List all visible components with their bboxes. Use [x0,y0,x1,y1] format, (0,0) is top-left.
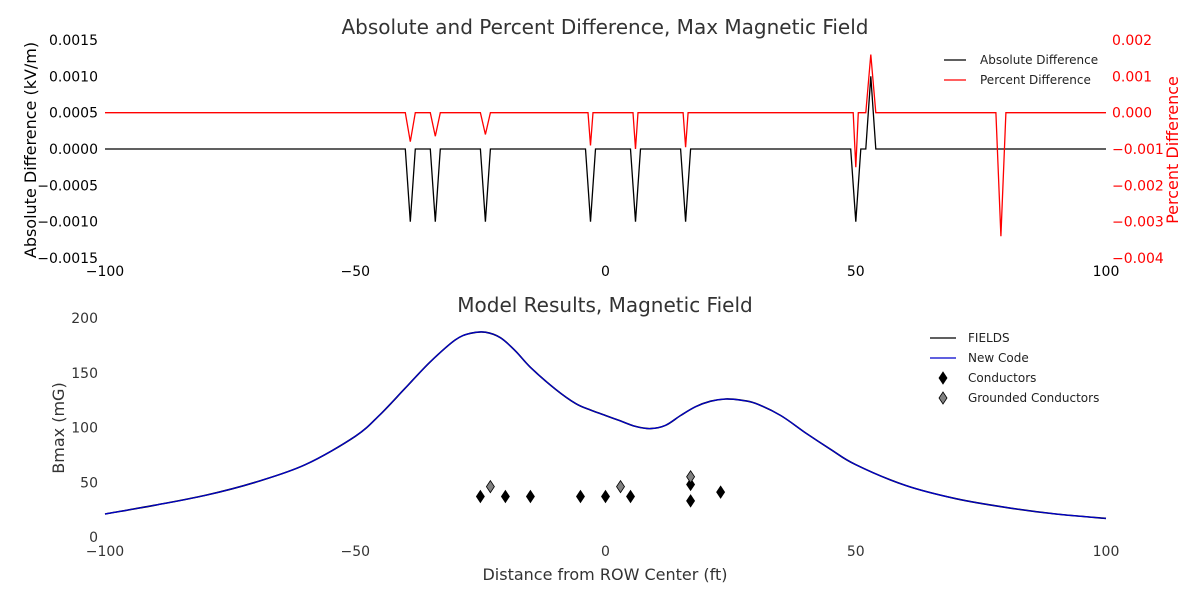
right-y-tick-label: −0.003 [1112,215,1164,231]
legend-label-percent-difference: Percent Difference [980,73,1091,87]
distance-x-tick-label: −50 [340,544,370,560]
right-y-tick-label: 0.000 [1112,106,1152,122]
right-y-tick-label: −0.004 [1112,251,1164,267]
grounded-conductor-marker [485,479,495,494]
conductor-marker [626,489,636,504]
left-y-tick-label: 0.0015 [49,33,98,49]
left-y-tick-label: −0.0005 [37,178,98,194]
left-y-tick-label: −0.0015 [37,251,98,267]
conductor-marker [601,489,610,504]
right-y-tick-label: 0.002 [1112,33,1152,49]
left-y-tick-labels: 0.0015 0.0010 0.0005 0.0000 −0.0005 −0.0010 −0… [37,33,98,267]
conductor-marker [525,489,535,504]
conductor-marker [575,489,585,504]
model-legend: FIELDS New Code Conductors Grounded Cond… [930,331,1099,405]
bmax-y-tick-label: 100 [71,421,98,437]
conductor-marker [500,489,510,504]
distance-x-tick-label: 50 [847,544,865,560]
x-tick-label: −50 [340,264,370,280]
absolute-difference-line [105,76,1106,222]
difference-chart-title: Absolute and Percent Difference, Max Mag… [342,15,869,39]
bmax-y-tick-label: 150 [71,366,98,382]
right-y-tick-label: 0.001 [1112,69,1152,85]
difference-legend: Absolute Difference Percent Difference [944,53,1098,87]
x-tick-label: −100 [86,264,124,280]
difference-chart: Absolute and Percent Difference, Max Mag… [21,15,1182,280]
bmax-axis-label: Bmax (mG) [49,382,68,473]
left-y-tick-label: −0.0010 [37,215,98,231]
distance-x-tick-label: 0 [601,544,610,560]
bmax-y-tick-label: 200 [71,311,98,327]
left-y-tick-label: 0.0000 [49,142,98,158]
x-tick-label: 100 [1093,264,1120,280]
distance-x-tick-labels: −100 −50 0 50 100 [86,544,1120,560]
difference-series [105,54,1106,237]
legend-label-grounded-conductors: Grounded Conductors [968,391,1099,405]
right-y-tick-label: −0.001 [1112,142,1164,158]
legend-swatch-conductors [938,371,948,385]
right-y-tick-label: −0.002 [1112,178,1164,194]
bmax-y-tick-label: 50 [80,475,98,491]
percent-difference-line [105,54,1106,237]
distance-x-tick-label: −100 [86,544,124,560]
grounded-conductor-marker [616,479,625,494]
new-code-line [104,331,1107,519]
conductor-marker [475,489,485,504]
distance-x-tick-label: 100 [1093,544,1120,560]
conductor-marker [686,477,696,492]
legend-label-absolute-difference: Absolute Difference [980,53,1098,67]
left-y-tick-label: 0.0010 [49,69,98,85]
legend-label-conductors: Conductors [968,371,1036,385]
x-tick-label: 0 [601,264,610,280]
left-y-tick-label: 0.0005 [49,106,98,122]
bmax-y-tick-labels: 200 150 100 50 0 [71,311,98,546]
legend-label-new-code: New Code [968,351,1029,365]
legend-swatch-grounded-conductors [938,391,948,405]
legend-label-fields: FIELDS [968,331,1010,345]
model-results-chart: Model Results, Magnetic Field Bmax (mG) … [49,293,1119,584]
absolute-difference-axis-label: Absolute Difference (kV/m) [21,42,40,258]
x-tick-label: 50 [847,264,865,280]
model-series [104,331,1107,520]
model-results-chart-title: Model Results, Magnetic Field [457,293,752,317]
distance-axis-label: Distance from ROW Center (ft) [482,565,727,584]
percent-difference-axis-label: Percent Difference [1163,76,1182,224]
conductor-markers [475,470,726,508]
conductor-marker [716,485,726,499]
bmax-y-tick-label: 0 [89,530,98,546]
grounded-conductor-marker [686,470,696,484]
right-y-tick-labels: 0.002 0.001 0.000 −0.001 −0.002 −0.003 −0.004 [1112,33,1164,267]
conductor-marker [686,494,696,508]
x-tick-labels: −100 −50 0 50 100 [86,264,1120,280]
